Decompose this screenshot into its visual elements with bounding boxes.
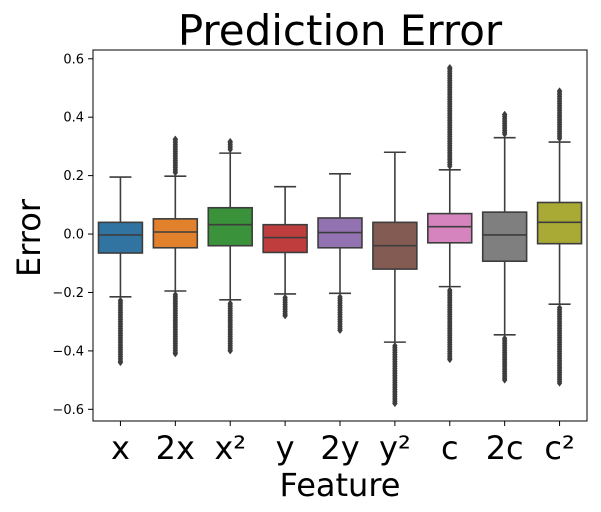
box-group-7	[427, 63, 473, 364]
x-tick-label: y	[276, 429, 295, 467]
box-iqr	[152, 218, 199, 249]
outlier-point	[227, 137, 233, 146]
y-tick-label: −0.6	[52, 403, 84, 418]
outlier-point	[117, 358, 124, 367]
box-group-2	[152, 135, 199, 358]
outlier-point	[282, 312, 288, 320]
box-iqr	[427, 212, 473, 244]
box-group-9	[536, 87, 583, 387]
plot-area: x 2x x² y 2y y² c 2c c² −0.6 −0.4 −0.2 0.0 0.2 0.4 0.6	[52, 49, 588, 467]
outlier-point	[337, 326, 343, 335]
y-tick-label: 0.2	[63, 169, 84, 184]
x-tick-label: c	[441, 429, 459, 467]
outlier-point	[227, 347, 233, 355]
y-tick-label: 0.4	[63, 111, 84, 126]
outliers	[501, 110, 508, 384]
y-tick-label: 0.0	[63, 228, 84, 243]
outliers	[117, 296, 124, 367]
outliers	[337, 293, 343, 335]
plot-frame	[92, 49, 588, 422]
outlier-point	[556, 87, 563, 95]
outliers	[556, 87, 563, 387]
outliers	[392, 342, 398, 408]
box-iqr	[481, 211, 528, 263]
outlier-point	[392, 399, 398, 408]
box-iqr	[97, 221, 144, 254]
box-group-4	[262, 185, 308, 320]
x-tick-label: y²	[379, 429, 411, 467]
x-axis-label: Feature	[280, 466, 401, 504]
outlier-point	[501, 110, 508, 118]
y-tick-label: −0.2	[52, 286, 84, 301]
y-axis-label: Error	[10, 198, 48, 277]
box-group-1	[97, 176, 144, 367]
box-group-3	[207, 137, 253, 355]
chart-title: Prediction Error	[178, 6, 503, 55]
box-iqr	[207, 206, 253, 247]
box-group-8	[481, 110, 528, 384]
outlier-point	[556, 379, 563, 387]
outlier-point	[172, 350, 179, 358]
x-tick-label: x²	[214, 429, 246, 467]
x-tick-label: 2c	[486, 429, 524, 467]
x-tick-label: x	[111, 429, 130, 467]
x-tick-label: c²	[544, 429, 574, 467]
outlier-point	[447, 63, 453, 72]
y-tick-label: −0.4	[52, 344, 84, 359]
outliers	[227, 137, 233, 355]
x-tick-label: 2x	[156, 429, 195, 467]
box-group-5	[317, 173, 363, 335]
outliers	[282, 293, 288, 320]
x-tick-label: 2y	[320, 429, 359, 467]
box-iqr	[262, 223, 308, 254]
y-tick-label: 0.6	[63, 52, 84, 67]
outliers	[447, 63, 453, 364]
outlier-point	[501, 376, 508, 384]
box-group-6	[372, 151, 418, 408]
outlier-point	[172, 135, 179, 143]
outlier-point	[447, 356, 453, 364]
outliers	[172, 135, 179, 358]
